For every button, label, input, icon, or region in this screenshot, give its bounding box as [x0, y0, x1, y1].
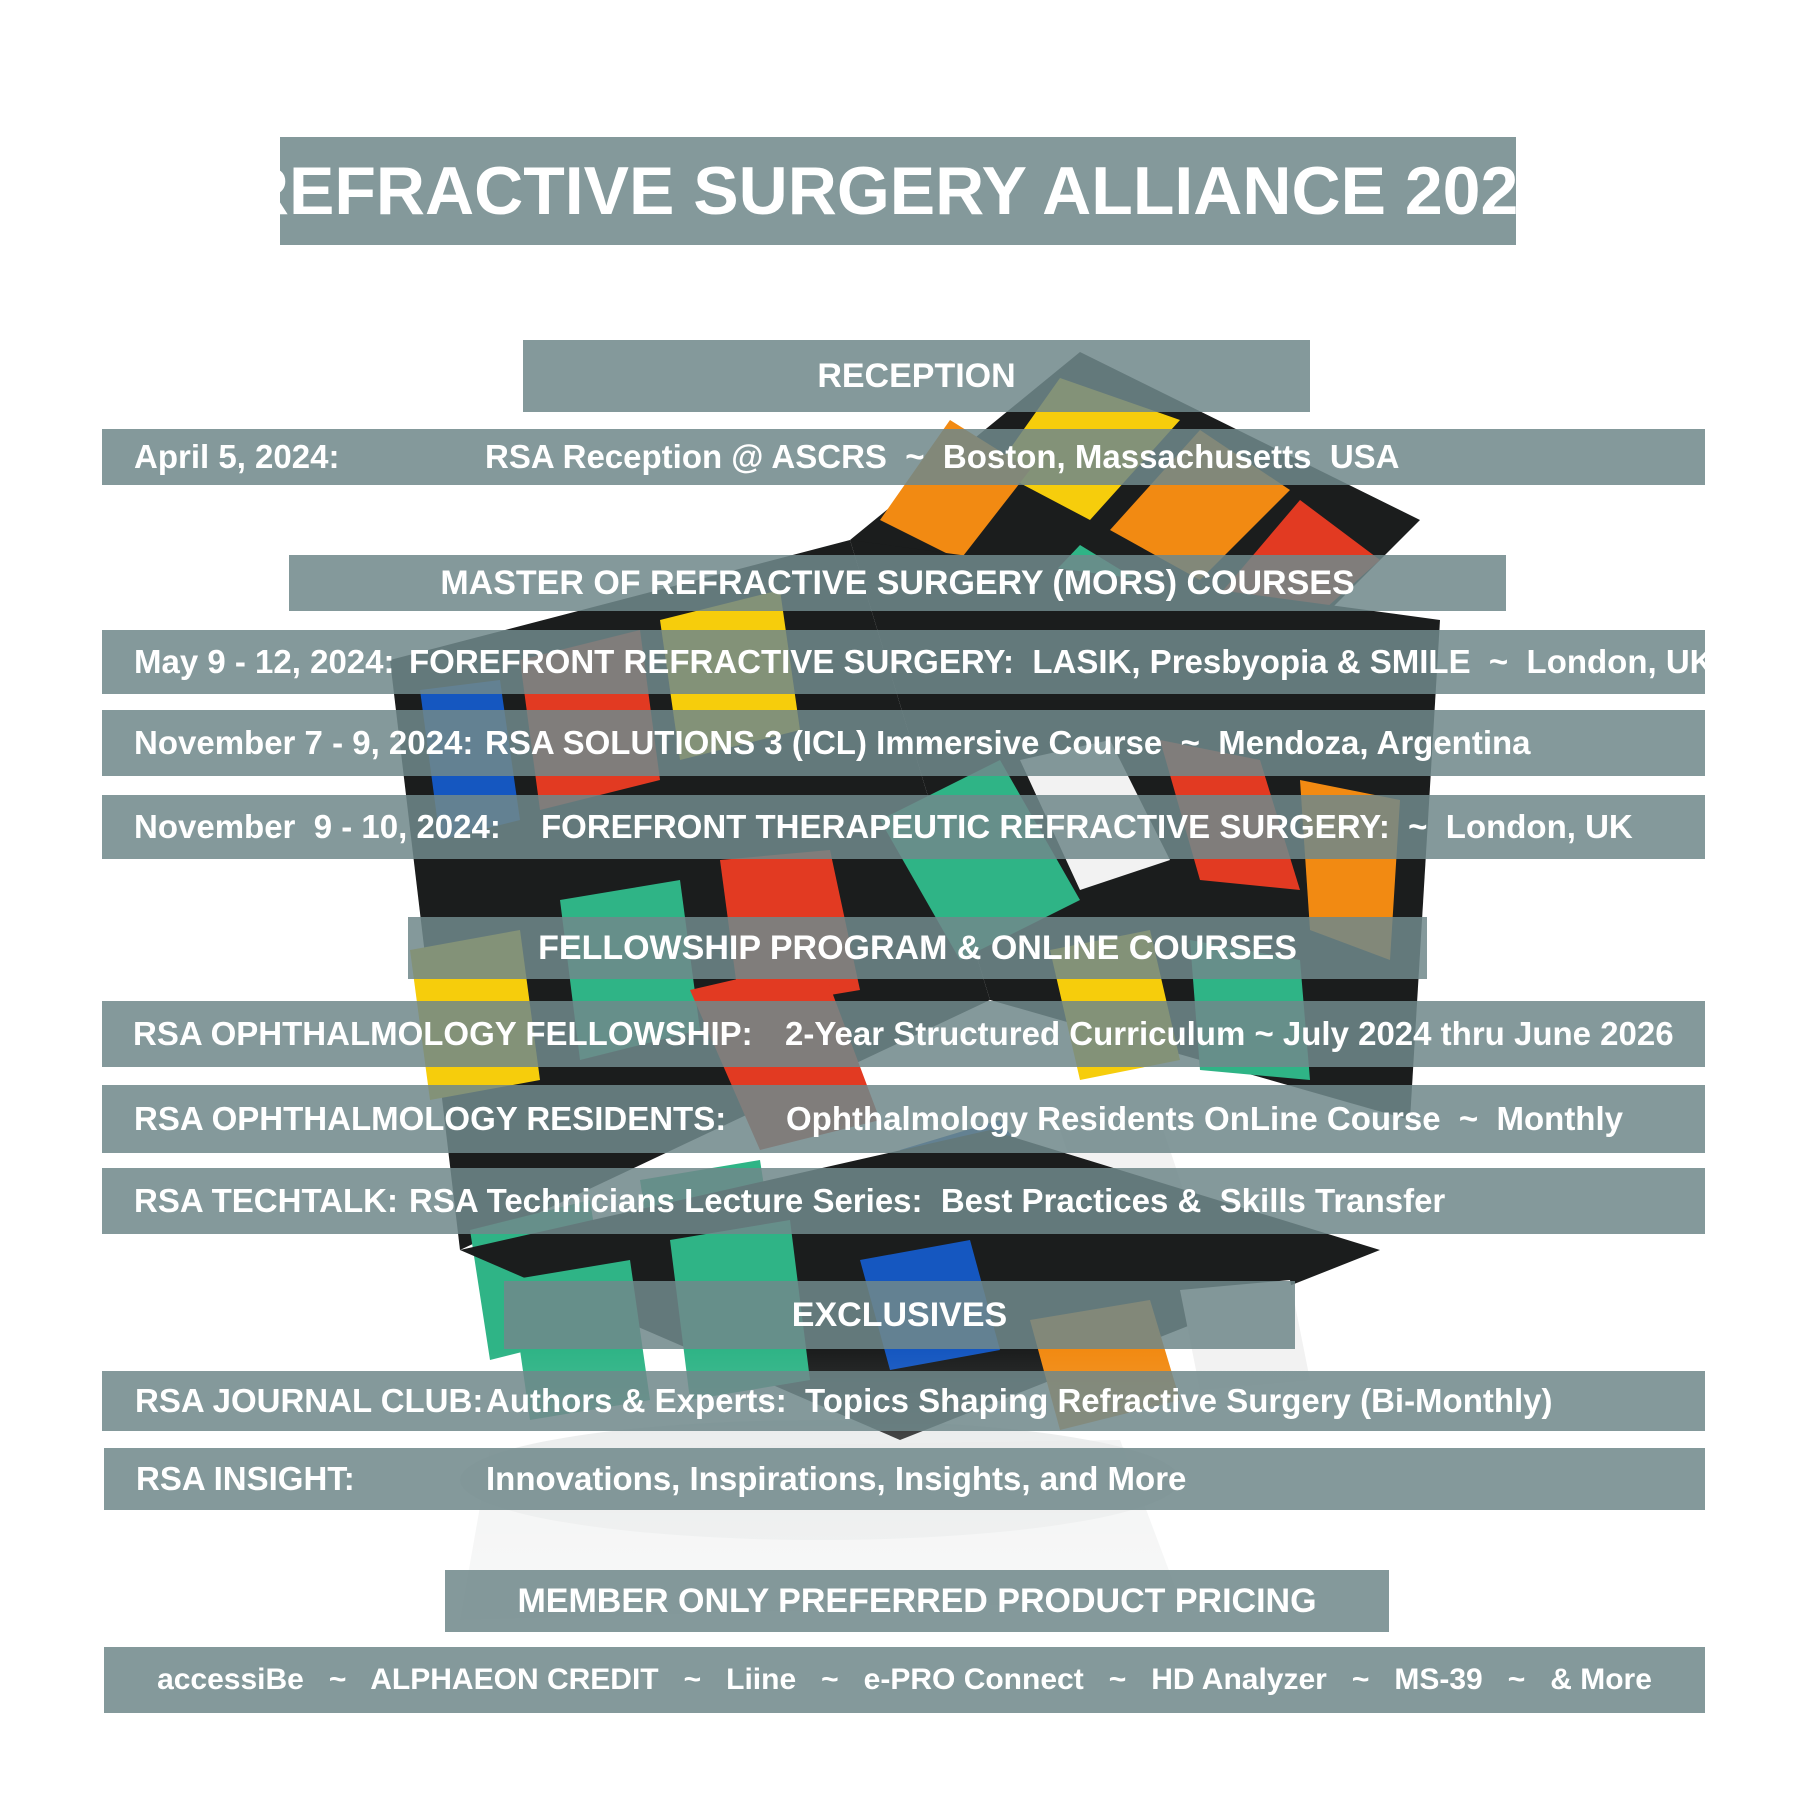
event-text: FOREFRONT THERAPEUTIC REFRACTIVE SURGERY… [541, 808, 1633, 845]
section-header-mors-text: MASTER OF REFRACTIVE SURGERY (MORS) COUR… [440, 563, 1355, 602]
exclusive-row-journal-club: RSA JOURNAL CLUB: Authors & Experts: Top… [102, 1371, 1705, 1431]
program-label: RSA TECHTALK: [134, 1182, 398, 1219]
exclusive-row-insight: RSA INSIGHT: Innovations, Inspirations, … [104, 1448, 1705, 1510]
event-date: April 5, 2024: [134, 438, 340, 475]
section-header-fellowship: FELLOWSHIP PROGRAM & ONLINE COURSES [408, 917, 1427, 979]
program-row-techtalk: RSA TECHTALK: RSA Technicians Lecture Se… [102, 1168, 1705, 1234]
program-text: RSA Technicians Lecture Series: Best Pra… [409, 1182, 1446, 1219]
event-text: RSA SOLUTIONS 3 (ICL) Immersive Course ~… [485, 724, 1531, 761]
program-label: RSA OPHTHALMOLOGY FELLOWSHIP: [133, 1015, 753, 1052]
exclusive-label: RSA INSIGHT: [136, 1460, 355, 1497]
section-header-exclusives: EXCLUSIVES [504, 1281, 1295, 1349]
event-date: November 7 - 9, 2024: [134, 724, 474, 761]
exclusive-text: Innovations, Inspirations, Insights, and… [486, 1460, 1187, 1497]
partner-brands-row: accessiBe ~ ALPHAEON CREDIT ~ Liine ~ e-… [104, 1647, 1705, 1713]
exclusive-text: Authors & Experts: Topics Shaping Refrac… [486, 1382, 1553, 1419]
program-row-residents: RSA OPHTHALMOLOGY RESIDENTS: Ophthalmolo… [102, 1085, 1705, 1153]
page-title-text: REFRACTIVE SURGERY ALLIANCE 2024 [280, 153, 1516, 229]
section-header-reception: RECEPTION [523, 340, 1310, 412]
section-header-exclusives-text: EXCLUSIVES [791, 1295, 1008, 1334]
section-header-pricing-text: MEMBER ONLY PREFERRED PRODUCT PRICING [517, 1581, 1317, 1620]
program-text: 2-Year Structured Curriculum ~ July 2024… [785, 1015, 1674, 1052]
program-text: Ophthalmology Residents OnLine Course ~ … [786, 1100, 1623, 1137]
event-row-mors-1: May 9 - 12, 2024: FOREFRONT REFRACTIVE S… [102, 630, 1705, 694]
section-header-pricing: MEMBER ONLY PREFERRED PRODUCT PRICING [445, 1570, 1389, 1632]
event-row-mors-3: November 9 - 10, 2024: FOREFRONT THERAPE… [102, 795, 1705, 859]
section-header-mors: MASTER OF REFRACTIVE SURGERY (MORS) COUR… [289, 555, 1506, 611]
program-row-fellowship: RSA OPHTHALMOLOGY FELLOWSHIP: 2-Year Str… [102, 1001, 1705, 1067]
section-header-reception-text: RECEPTION [817, 356, 1016, 395]
event-date: November 9 - 10, 2024: [134, 808, 501, 845]
partner-brands-text: accessiBe ~ ALPHAEON CREDIT ~ Liine ~ e-… [157, 1663, 1652, 1696]
section-header-fellowship-text: FELLOWSHIP PROGRAM & ONLINE COURSES [538, 928, 1297, 967]
event-row-mors-2: November 7 - 9, 2024: RSA SOLUTIONS 3 (I… [102, 710, 1705, 776]
event-text: FOREFRONT REFRACTIVE SURGERY: LASIK, Pre… [409, 643, 1705, 680]
event-date: May 9 - 12, 2024: [134, 643, 395, 680]
event-row-reception: April 5, 2024: RSA Reception @ ASCRS ~ B… [102, 429, 1705, 485]
page-title: REFRACTIVE SURGERY ALLIANCE 2024 [280, 137, 1516, 245]
exclusive-label: RSA JOURNAL CLUB: [135, 1382, 484, 1419]
event-text: RSA Reception @ ASCRS ~ Boston, Massachu… [485, 438, 1400, 475]
program-label: RSA OPHTHALMOLOGY RESIDENTS: [134, 1100, 727, 1137]
